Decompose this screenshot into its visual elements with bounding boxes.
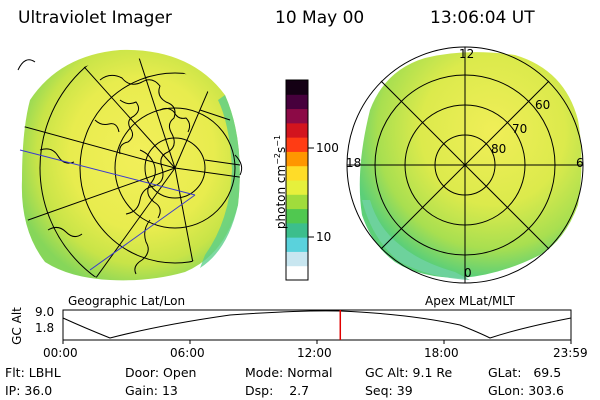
colorbar-segment [286,237,308,252]
info-glat-label: GLat: [488,365,522,380]
apex-mlt-0: 0 [464,266,472,280]
colorbar-frame [285,79,309,281]
colorbar-segment [286,222,308,238]
info-gcalt-label: GC Alt: [365,365,409,380]
info-mode-label: Mode: [245,365,284,380]
altitude-xtick-2359: 23:59 [553,346,588,360]
time-readout: 13:06:04 UT [430,8,535,28]
info-mode: Mode: Normal [245,365,333,380]
date-readout: 10 May 00 [275,8,365,28]
info-gain: Gain: 13 [125,383,178,398]
info-door-value: Open [163,365,197,380]
altitude-xticks [62,340,572,344]
info-ip: IP: 36.0 [5,383,52,398]
altitude-xtick-1200: 12:00 [297,346,332,360]
info-glon-value: 303.6 [528,383,564,398]
altitude-ylabel: GC Alt [10,307,24,345]
info-door: Door: Open [125,365,196,380]
colorbar-segment [286,122,308,138]
altitude-ytick-bottom: 1.8 [35,321,55,335]
colorbar-label-10: 10 [316,230,332,244]
geographic-image [16,49,243,282]
apex-lat-60: 60 [535,98,551,112]
apex-lat-80: 80 [491,142,507,156]
apex-panel-label: Apex MLat/MLT [425,294,515,308]
info-dsp: Dsp: 2.7 [245,383,309,398]
colorbar-segment [286,265,308,281]
info-gcalt-value: 9.1 Re [412,365,453,380]
info-ip-value: 36.0 [24,383,53,398]
colorbar-segment [286,80,308,95]
geo-panel-label: Geographic Lat/Lon [68,294,186,308]
colorbar-segment [286,194,308,210]
apex-low-emission-region [362,200,470,280]
info-mode-value: Normal [287,365,333,380]
info-glon-label: GLon: [488,383,525,398]
colorbar-segment [286,137,308,152]
info-flt-value: LBHL [28,365,61,380]
colorbar-segment [286,151,308,167]
info-seq: Seq: 39 [365,383,413,398]
altitude-xtick-1800: 18:00 [424,346,459,360]
info-flt-label: Flt: [5,365,25,380]
apex-lat-70: 70 [512,122,528,136]
apex-grid [346,46,584,284]
colorbar-segment [286,94,308,110]
info-glat-value: 69.5 [533,365,562,380]
altitude-xtick-0600: 06:00 [170,346,205,360]
altitude-ytick-top: 9.0 [35,305,55,319]
app-title: Ultraviolet Imager [18,8,172,28]
colorbar-segment [286,180,308,195]
info-flt: Flt: LBHL [5,365,61,380]
colorbar-segment [286,208,308,224]
geo-limb-band [200,95,240,268]
apex-image [346,46,584,284]
apex-mlt-6: 6 [576,156,584,170]
geo-terminator-line [89,194,196,271]
colorbar-unit-base: photon cm [274,164,288,230]
colorbar-segment [286,251,308,267]
info-dsp-label: Dsp: [245,383,274,398]
colorbar-segment [286,165,308,181]
apex-mlt-12: 12 [459,47,475,61]
info-gcalt: GC Alt: 9.1 Re [365,365,452,380]
info-gain-value: 13 [161,383,178,398]
info-door-label: Door: [125,365,160,380]
colorbar-unit-s: s [274,146,288,153]
info-ip-label: IP: [5,383,21,398]
colorbar-segment [286,108,308,124]
altitude-plot [62,309,572,344]
info-glat: GLat: 69.5 [488,365,561,380]
colorbar-unit-exp1: −2 [273,152,282,165]
info-seq-label: Seq: [365,383,393,398]
info-gain-label: Gain: [125,383,158,398]
colorbar [286,80,308,281]
info-dsp-value: 2.7 [289,383,310,398]
colorbar-unit-label: photon cm−2s−1 [273,112,288,252]
info-glon: GLon: 303.6 [488,383,564,398]
colorbar-unit-exp2: −1 [273,134,282,147]
info-seq-value: 39 [396,383,413,398]
colorbar-label-100: 100 [316,141,339,155]
altitude-plot-frame [62,309,572,341]
apex-mlt-18: 18 [346,156,362,170]
altitude-xtick-0000: 00:00 [43,346,78,360]
